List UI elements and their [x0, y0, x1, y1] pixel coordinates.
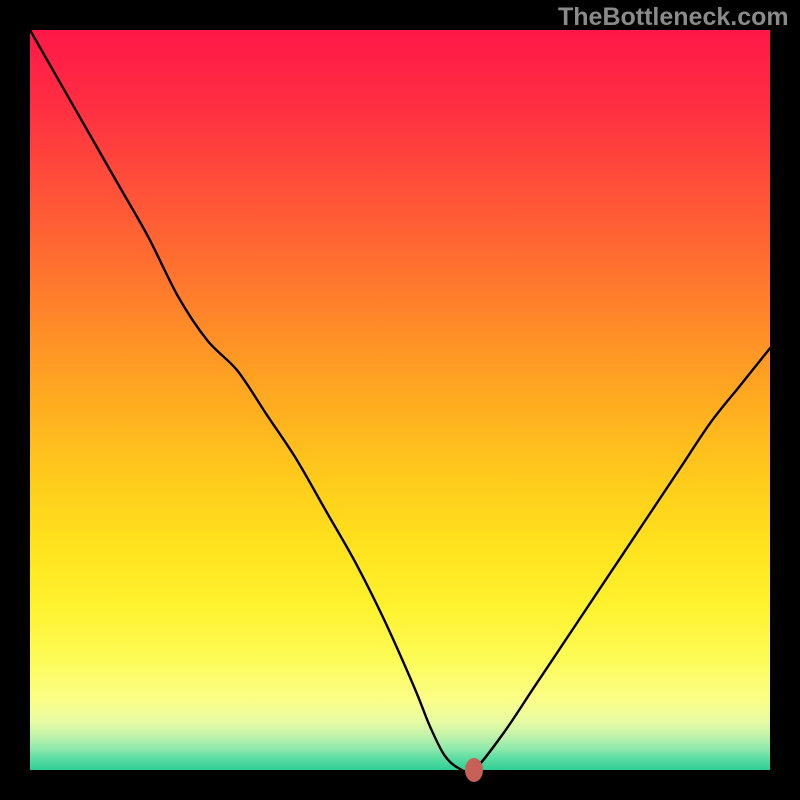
bottleneck-curve [30, 30, 770, 773]
chart-svg [0, 0, 800, 800]
watermark-text: TheBottleneck.com [558, 3, 789, 32]
optimal-point-marker [465, 758, 483, 782]
